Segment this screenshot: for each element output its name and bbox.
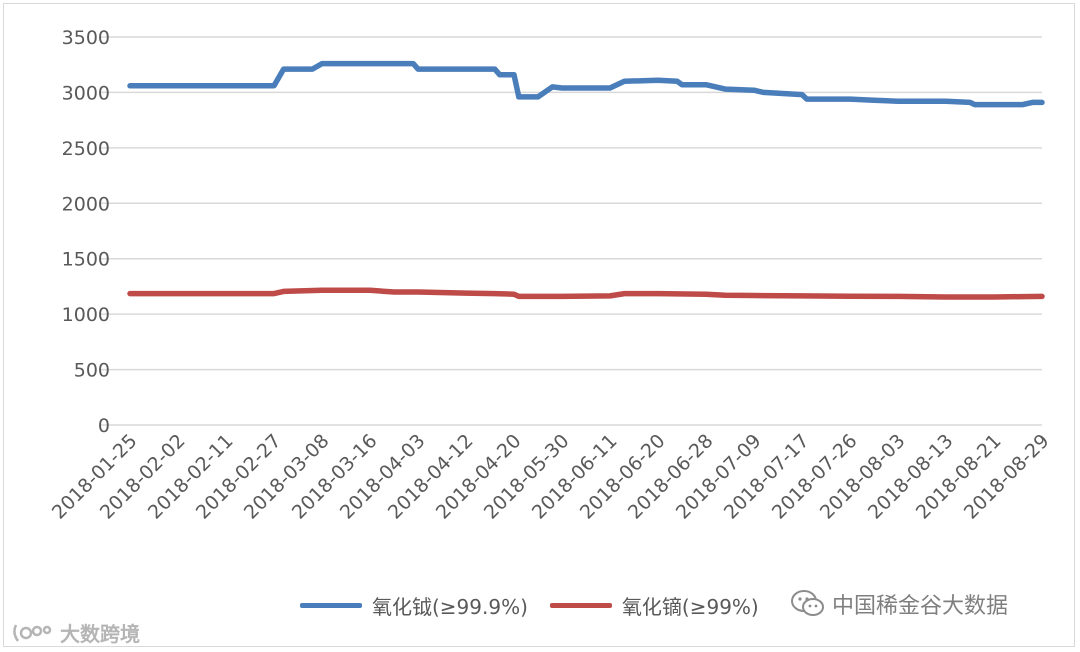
series-lines: [127, 60, 1045, 300]
legend: 氧化钺(≥99.9%) 氧化镝(≥99%): [300, 589, 759, 621]
legend-item-series-1: 氧化钺(≥99.9%): [300, 591, 528, 620]
legend-swatch-series-2: [549, 602, 612, 608]
watermark-text: 中国稀金谷大数据: [832, 594, 1009, 619]
chart-frame: [3, 3, 1075, 647]
grid-lines: [100, 36, 1042, 426]
watermark-brand-text: 大数跨境: [60, 622, 140, 646]
y-tick-label: 1500: [62, 249, 110, 271]
brand-logo-icon: [13, 623, 52, 642]
y-tick-label: 500: [74, 360, 110, 382]
series-line-2: [127, 287, 1045, 300]
y-tick-label: 2500: [62, 138, 110, 160]
y-tick-label: 3000: [62, 82, 110, 104]
x-axis-ticks: 2018-01-252018-02-022018-02-112018-02-27…: [48, 430, 1054, 524]
legend-swatch-series-1: [300, 602, 362, 608]
y-tick-label: 3500: [62, 27, 110, 49]
y-tick-label: 0: [98, 415, 110, 437]
legend-item-series-2: 氧化镝(≥99%): [549, 591, 759, 620]
watermark-wechat: 中国稀金谷大数据: [790, 588, 1008, 620]
y-tick-label: 2000: [62, 193, 110, 215]
y-tick-label: 1000: [62, 304, 110, 326]
line-chart: 0 500 1000 1500 2000 2500 3000 3500 2018-01-252…: [48, 27, 1054, 524]
series-line-1: [127, 60, 1045, 108]
wechat-icon: [791, 590, 824, 616]
watermark-brand: 大数跨境: [10, 618, 140, 647]
legend-label-series-2: 氧化镝(≥99%): [621, 594, 759, 619]
legend-label-series-1: 氧化钺(≥99.9%): [372, 594, 528, 619]
y-axis-ticks: 0 500 1000 1500 2000 2500 3000 3500: [62, 27, 110, 437]
